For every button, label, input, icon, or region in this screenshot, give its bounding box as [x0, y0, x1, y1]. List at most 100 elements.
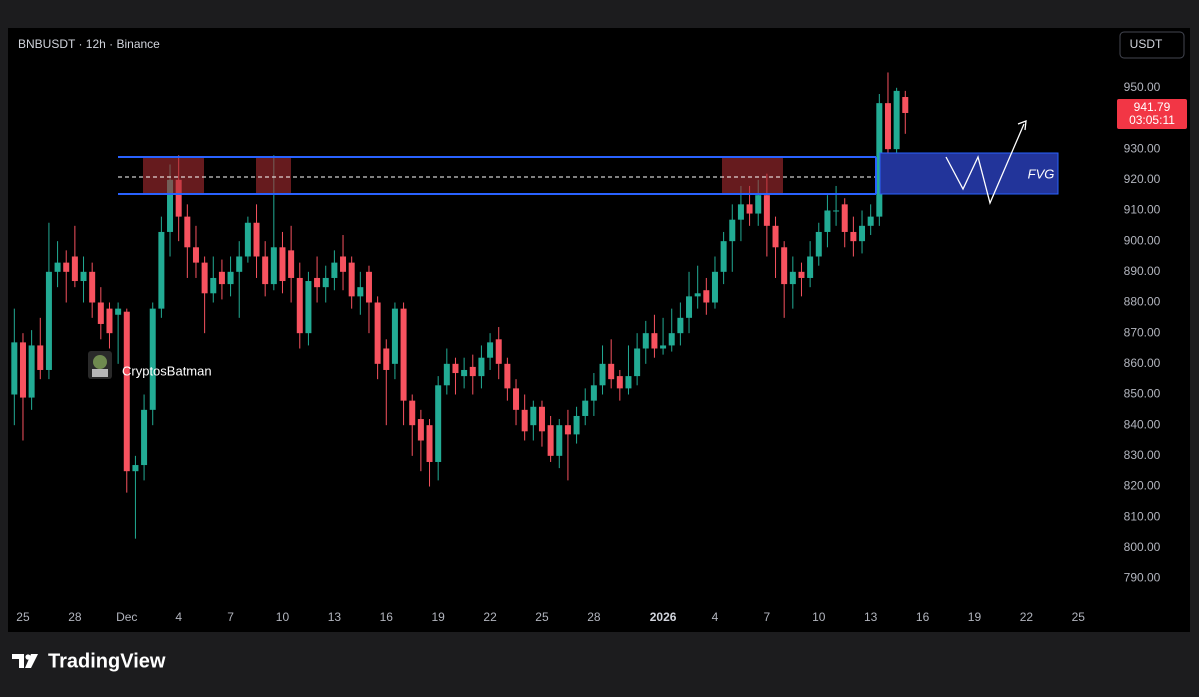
candle-body [677, 317, 684, 334]
x-tick-label: 2026 [650, 610, 677, 624]
candle-body [365, 271, 372, 303]
candle-body [902, 97, 909, 113]
candle-body [608, 363, 615, 380]
candle-body [314, 277, 321, 288]
candle-body [426, 425, 433, 462]
candle-body [158, 231, 165, 309]
candle-body [331, 262, 338, 278]
candle-body [322, 277, 329, 288]
candle-body [660, 345, 667, 349]
x-tick-label: 4 [712, 610, 719, 624]
candle-body [80, 271, 87, 282]
x-tick-label: 7 [227, 610, 234, 624]
x-tick-label: 16 [380, 610, 394, 624]
candle-body [461, 369, 468, 377]
candle-body [296, 277, 303, 334]
y-tick-label: 870.00 [1124, 325, 1161, 339]
candle-body [530, 406, 537, 426]
y-tick-label: 930.00 [1124, 141, 1161, 155]
candle-body [469, 366, 476, 377]
x-tick-label: 22 [483, 610, 497, 624]
brand-name: TradingView [48, 650, 166, 672]
candle-body [106, 308, 113, 334]
candle-body [564, 425, 571, 435]
candle-body [149, 308, 156, 410]
avatar-face [93, 355, 107, 369]
candle-body [487, 342, 494, 358]
candle-body [573, 415, 580, 435]
y-tick-label: 880.00 [1124, 295, 1161, 309]
y-tick-label: 830.00 [1124, 448, 1161, 462]
candle-body [244, 222, 251, 257]
x-tick-label: 4 [175, 610, 182, 624]
currency-button[interactable] [1119, 31, 1185, 59]
candle-body [893, 90, 900, 150]
fvg-zone [879, 152, 1059, 195]
candle-body [841, 204, 848, 232]
last-price: 941.79 [1134, 100, 1171, 114]
x-tick-label: Dec [116, 610, 137, 624]
candle-body [556, 425, 563, 456]
symbol-header: BNBUSDT · 12h · Binance [18, 37, 160, 51]
candle-body [383, 348, 390, 370]
x-tick-label: 25 [16, 610, 30, 624]
supply-zone [256, 157, 291, 194]
x-tick-label: 19 [968, 610, 982, 624]
candle-body [686, 296, 693, 318]
candle-body [755, 195, 762, 214]
candle-body [807, 256, 814, 278]
candle-body [201, 262, 208, 294]
currency-label[interactable]: USDT [1130, 37, 1163, 51]
y-tick-label: 810.00 [1124, 509, 1161, 523]
candle-body [253, 222, 260, 257]
brand-mark [25, 654, 38, 668]
x-tick-label: 22 [1020, 610, 1034, 624]
x-tick-label: 10 [276, 610, 290, 624]
chart-panel [8, 28, 1190, 632]
last-price-box [1117, 98, 1187, 129]
x-tick-label: 25 [1072, 610, 1086, 624]
candle-body [115, 308, 122, 315]
y-tick-label: 900.00 [1124, 233, 1161, 247]
candle-body [478, 357, 485, 377]
candle-body [348, 262, 355, 297]
candle-body [703, 290, 710, 303]
x-tick-label: 28 [68, 610, 82, 624]
candle-body [547, 425, 554, 456]
candle-body [374, 302, 381, 364]
candle-body [11, 342, 18, 395]
candle-body [132, 465, 139, 472]
candle-body [867, 216, 874, 226]
candle-body [824, 210, 831, 232]
candle-body [634, 348, 641, 377]
candle-body [97, 302, 104, 324]
candle-body [884, 103, 891, 150]
candle-body [668, 333, 675, 346]
candle-body [495, 339, 502, 364]
candle-body [167, 179, 174, 232]
candle-body [184, 216, 191, 248]
candle-body [417, 419, 424, 441]
candle-body [616, 376, 623, 389]
brand-mark [12, 654, 24, 668]
candle-body [288, 250, 295, 278]
y-tick-label: 790.00 [1124, 571, 1161, 585]
candle-body [772, 225, 779, 248]
candle-body [262, 256, 269, 285]
y-tick-label: 840.00 [1124, 417, 1161, 431]
supply-zone [143, 157, 204, 194]
y-tick-label: 800.00 [1124, 540, 1161, 554]
candle-body [227, 271, 234, 285]
candle-body [63, 262, 70, 272]
avatar-body [92, 369, 108, 377]
candle-body [781, 247, 788, 285]
candle-body [763, 195, 770, 226]
x-tick-label: 10 [812, 610, 826, 624]
candle-body [19, 342, 26, 398]
candle-body [833, 210, 840, 212]
candle-body [737, 204, 744, 220]
candle-body [400, 308, 407, 401]
candle-body [340, 256, 347, 272]
candle-body [642, 333, 649, 349]
